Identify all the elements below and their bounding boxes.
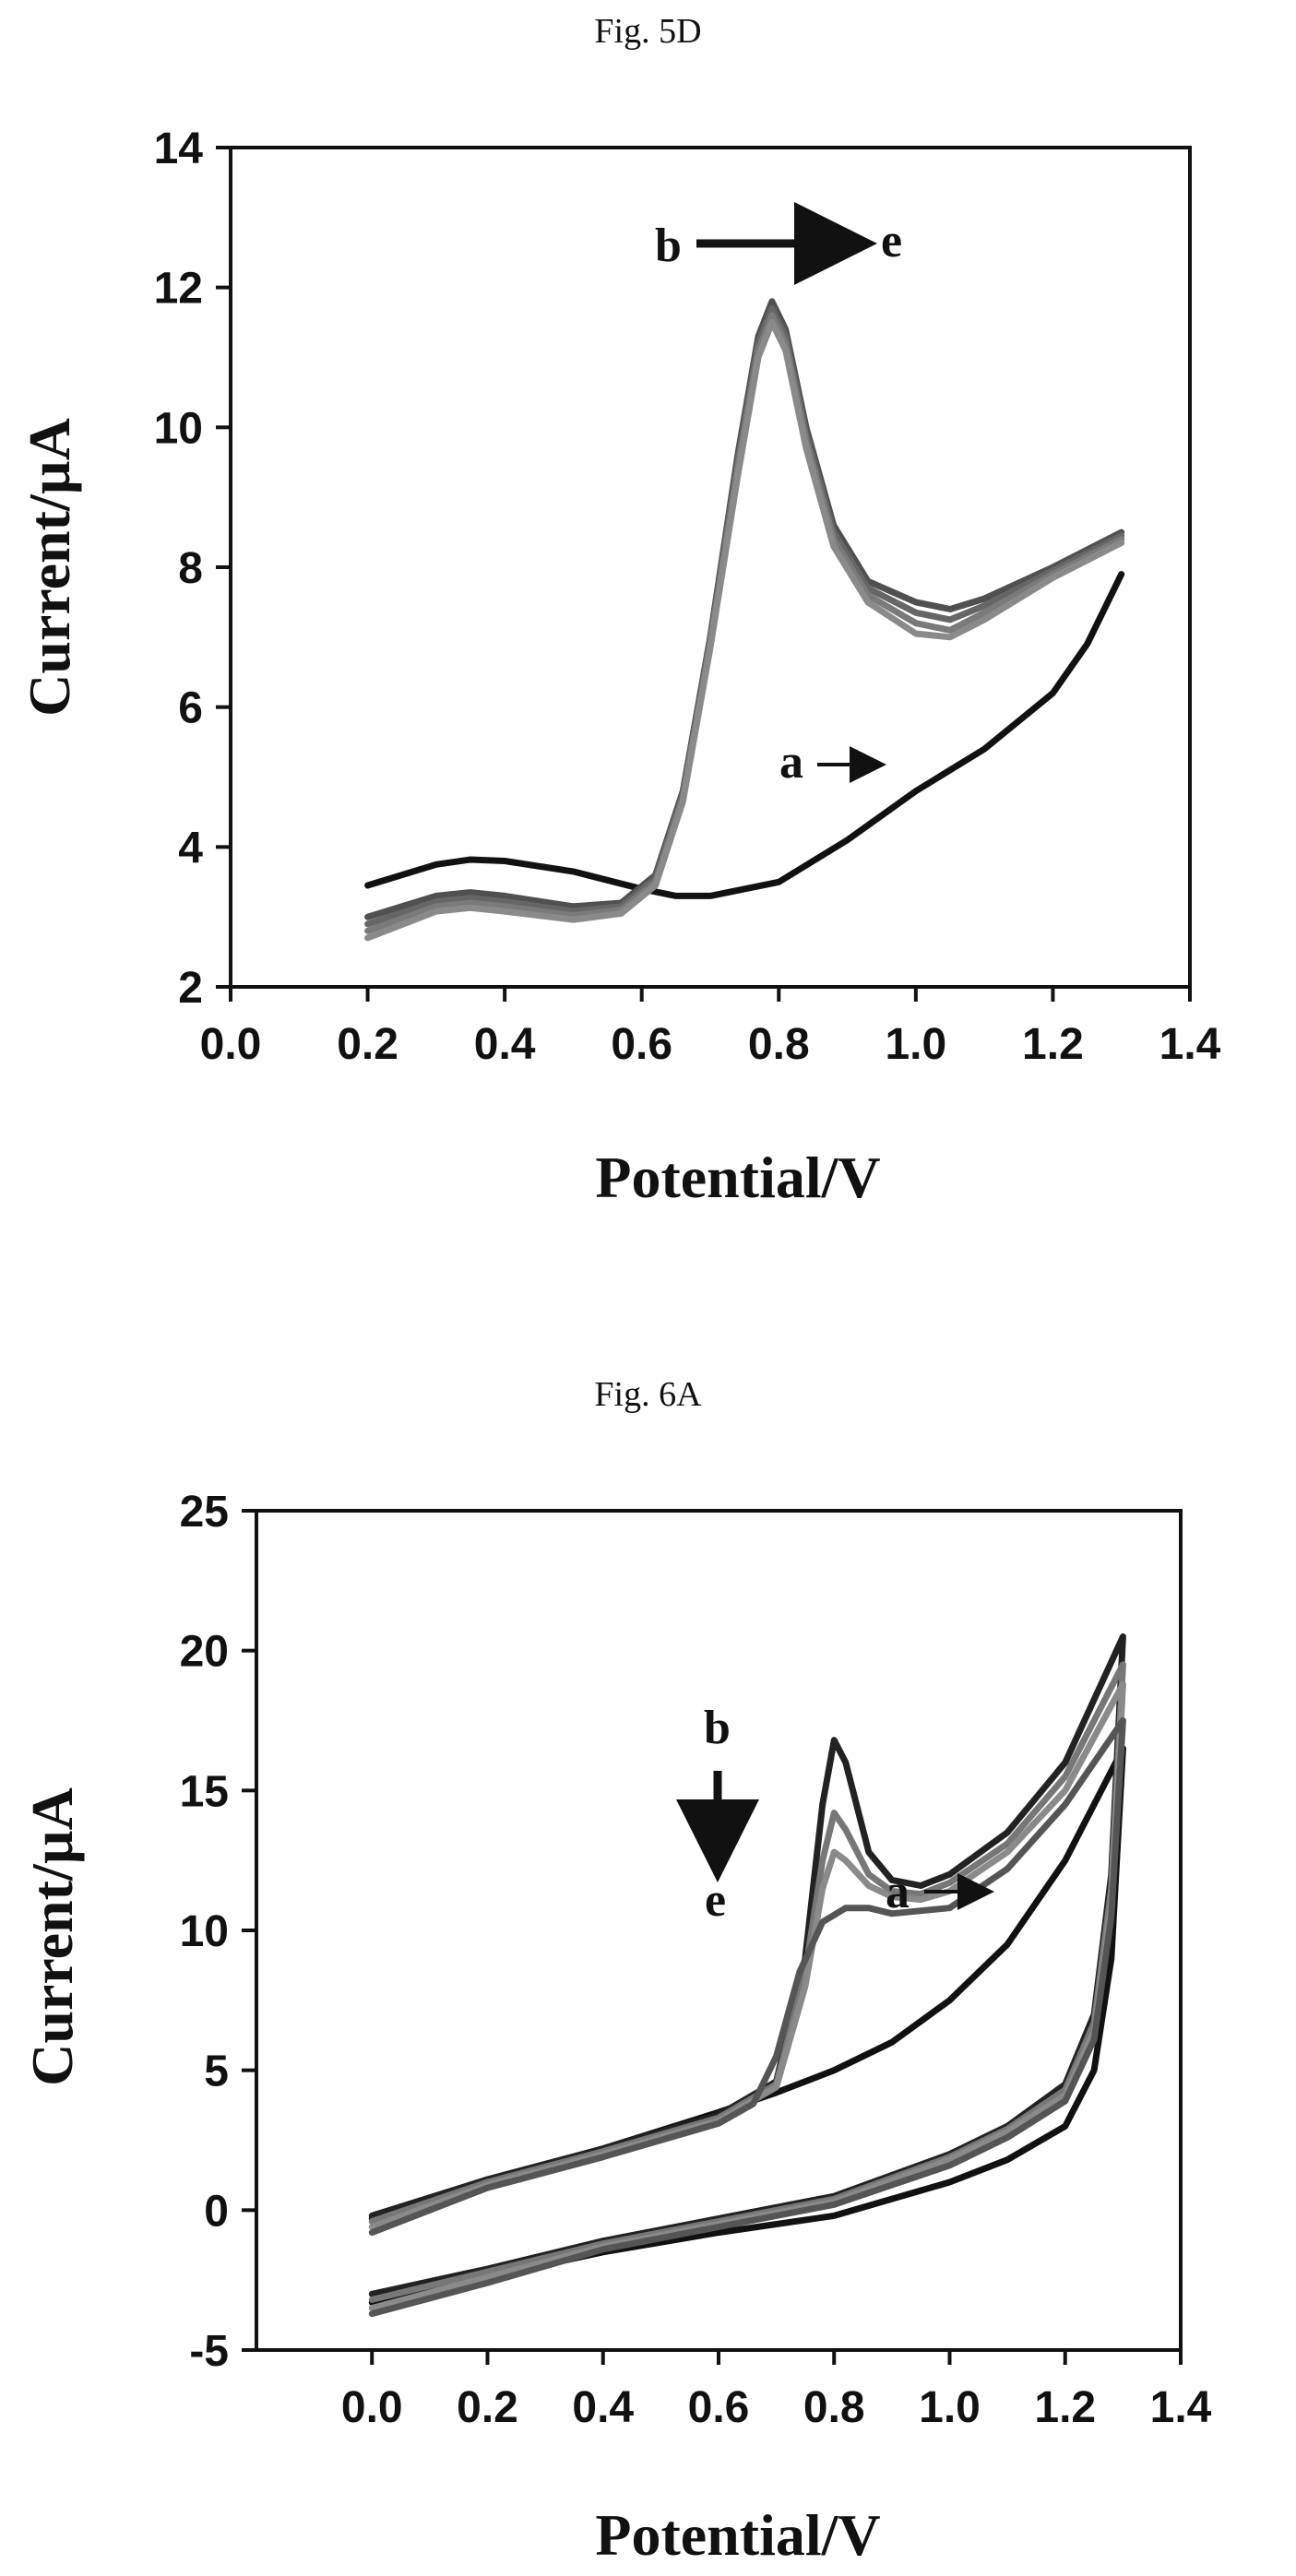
y-tick-label: -5 bbox=[189, 2327, 229, 2376]
y-tick-label: 10 bbox=[154, 404, 203, 453]
x-axis-label: Potential/V bbox=[595, 2502, 880, 2568]
y-tick-label: 0 bbox=[204, 2187, 229, 2236]
y-tick-label: 8 bbox=[178, 544, 203, 593]
annotation-b-label: b bbox=[655, 220, 682, 272]
x-tick-label: 1.2 bbox=[1022, 1020, 1084, 1069]
y-axis-label: Current/µA bbox=[19, 1787, 85, 2086]
y-tick-label: 5 bbox=[204, 2048, 229, 2096]
annotation-e-label: e bbox=[881, 215, 902, 267]
figure-title-5d: Fig. 5D bbox=[594, 12, 702, 51]
x-tick-label: 1.0 bbox=[919, 2383, 981, 2432]
x-tick-label: 0.8 bbox=[748, 1020, 810, 1069]
annotation-a-label: a bbox=[779, 736, 803, 789]
x-ticks: 0.0 0.2 0.4 0.6 0.8 1.0 1.2 1.4 bbox=[200, 987, 1221, 1069]
series-line-c bbox=[368, 1661, 1126, 2303]
y-ticks: 2 4 6 8 10 12 14 bbox=[154, 125, 231, 1013]
series-line-e bbox=[368, 1717, 1126, 2318]
y-tick-label: 25 bbox=[180, 1488, 229, 1537]
series-line-b bbox=[368, 1633, 1126, 2297]
y-tick-label: 6 bbox=[178, 684, 203, 733]
x-tick-label: 0.4 bbox=[474, 1020, 536, 1069]
annotation-a-label: a bbox=[886, 1866, 910, 1918]
x-tick-label: 0.0 bbox=[200, 1020, 262, 1069]
annotation-e-label: e bbox=[705, 1874, 726, 1927]
series-group bbox=[368, 1633, 1126, 2318]
x-tick-label: 0.6 bbox=[611, 1020, 672, 1069]
y-tick-label: 12 bbox=[154, 265, 203, 314]
y-tick-label: 14 bbox=[154, 125, 204, 173]
x-tick-label: 1.4 bbox=[1159, 1020, 1221, 1069]
x-tick-label: 1.2 bbox=[1034, 2383, 1096, 2432]
series-group bbox=[364, 298, 1125, 942]
x-tick-label: 0.2 bbox=[457, 2383, 518, 2432]
y-axis-label: Current/µA bbox=[17, 418, 82, 717]
y-tick-label: 4 bbox=[178, 824, 203, 873]
x-ticks: 0.0 0.2 0.4 0.6 0.8 1.0 1.2 1.4 bbox=[341, 2350, 1212, 2432]
x-tick-label: 1.0 bbox=[885, 1020, 946, 1069]
x-tick-label: 0.4 bbox=[572, 2383, 634, 2432]
x-axis-label: Potential/V bbox=[595, 1145, 880, 1210]
x-tick-label: 0.6 bbox=[688, 2383, 750, 2432]
figure-title-6a: Fig. 6A bbox=[594, 1375, 702, 1414]
y-ticks: -5 0 5 10 15 20 25 bbox=[180, 1488, 256, 2376]
chart-fig-6a: 0.0 0.2 0.4 0.6 0.8 1.0 1.2 1.4 -5 0 5 10 15 20 25 Po… bbox=[19, 1488, 1212, 2568]
chart-fig-5d: 0.0 0.2 0.4 0.6 0.8 1.0 1.2 1.4 2 4 6 8 10 12 14 Pote… bbox=[17, 125, 1221, 1210]
y-tick-label: 20 bbox=[180, 1628, 229, 1677]
x-tick-label: 1.4 bbox=[1150, 2383, 1212, 2432]
series-line-e bbox=[364, 319, 1125, 942]
y-tick-label: 10 bbox=[180, 1907, 229, 1956]
series-line-b bbox=[364, 298, 1125, 920]
x-tick-label: 0.8 bbox=[803, 2383, 865, 2432]
x-tick-label: 0.0 bbox=[341, 2383, 403, 2432]
series-line-a bbox=[364, 571, 1125, 899]
y-tick-label: 2 bbox=[178, 964, 203, 1013]
annotation-b-label: b bbox=[704, 1702, 731, 1754]
x-tick-label: 0.2 bbox=[337, 1020, 398, 1069]
y-tick-label: 15 bbox=[180, 1767, 229, 1816]
